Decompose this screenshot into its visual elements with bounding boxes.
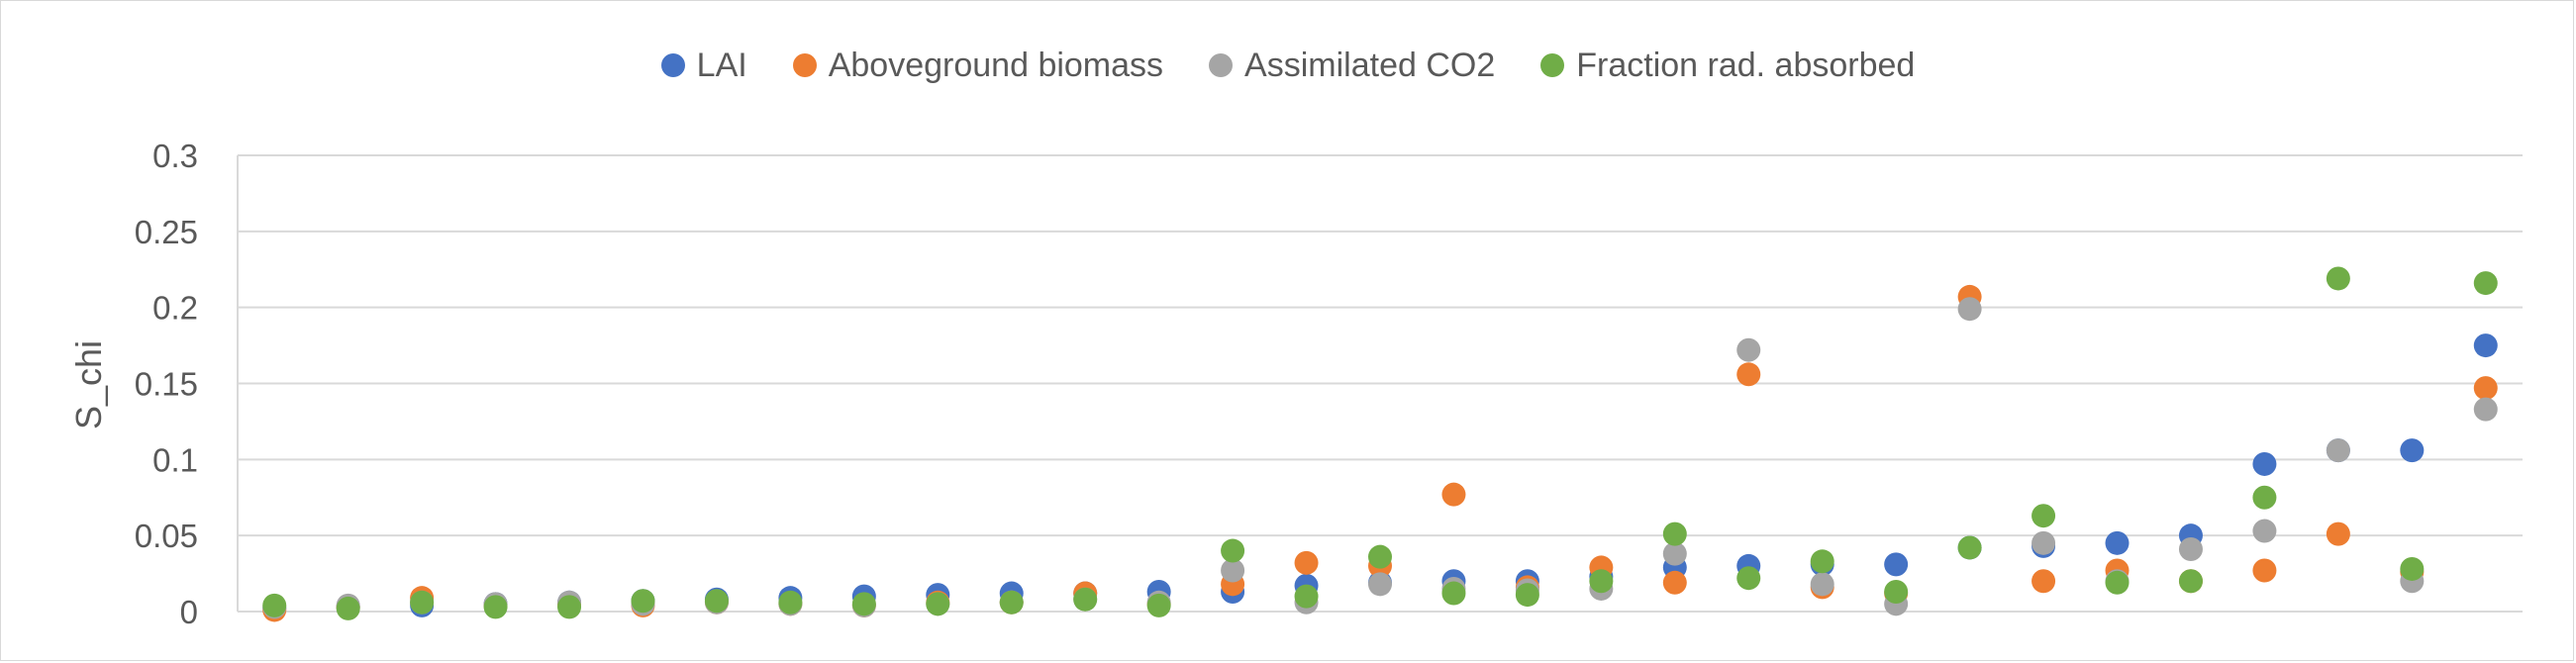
data-point (1441, 482, 1466, 507)
data-point (557, 595, 582, 619)
data-point (1515, 583, 1539, 608)
data-point (1810, 572, 1834, 597)
legend-label-lai: LAI (696, 46, 747, 84)
y-tick-label: 0.2 (152, 290, 198, 327)
data-point (2326, 266, 2350, 291)
data-point (2326, 521, 2350, 546)
y-axis-ticks: 0 0.05 0.1 0.15 0.2 0.25 0.3 (135, 138, 198, 630)
data-point (1662, 541, 1687, 566)
legend: LAI Aboveground biomass Assimilated CO2 … (0, 44, 2576, 87)
data-point (851, 592, 876, 616)
y-tick-label: 0.3 (152, 138, 198, 174)
data-point (1810, 549, 1834, 574)
legend-marker-fraction-rad-absorbed (1540, 53, 1565, 77)
data-point (2473, 397, 2498, 422)
data-point (1736, 337, 1761, 362)
data-point (1662, 521, 1687, 546)
data-point (704, 589, 729, 614)
y-tick-label: 0.15 (135, 366, 198, 403)
data-point (2105, 570, 2130, 595)
legend-marker-assimilated-co2 (1209, 53, 1234, 77)
data-point (2252, 451, 2277, 476)
legend-entry-assimilated-co2: Assimilated CO2 (1209, 47, 1495, 85)
data-point (2252, 519, 2277, 543)
data-point (1294, 550, 1319, 575)
data-point (2105, 530, 2130, 555)
data-point (1146, 593, 1171, 617)
data-point (410, 590, 435, 615)
data-point (631, 589, 655, 614)
data-point (1884, 552, 1909, 577)
data-point (2178, 569, 2203, 594)
data-point (1957, 535, 1982, 560)
legend-entry-lai: LAI (660, 46, 747, 85)
data-point (999, 590, 1024, 615)
data-point (2178, 536, 2203, 561)
data-point (2031, 569, 2056, 594)
data-point (2473, 333, 2498, 358)
data-point (1294, 584, 1319, 609)
gridlines (237, 154, 2523, 613)
data-point (1441, 581, 1466, 606)
data-point (336, 596, 360, 620)
data-point (1073, 587, 1098, 612)
data-point (2473, 271, 2498, 296)
data-points (262, 266, 2498, 622)
data-point (1957, 297, 1982, 322)
data-point (1221, 558, 1245, 583)
data-point (1221, 538, 1245, 563)
data-point (778, 590, 803, 615)
y-axis-title: S_chi (68, 340, 109, 429)
data-point (1368, 544, 1392, 569)
data-point (1736, 566, 1761, 591)
data-point (1884, 580, 1909, 605)
data-point (2400, 438, 2425, 463)
legend-label-fraction-rad-absorbed: Fraction rad. absorbed (1576, 46, 1916, 84)
data-point (2326, 438, 2350, 463)
data-point (2252, 558, 2277, 583)
data-point (2252, 485, 2277, 510)
data-point (262, 593, 287, 617)
data-point (2031, 504, 2056, 528)
y-tick-label: 0.1 (152, 441, 198, 478)
series-fraction-rad-absorbed (262, 266, 2498, 620)
data-point (2031, 530, 2056, 555)
data-point (2400, 556, 2425, 581)
y-tick-label: 0 (180, 594, 198, 630)
y-tick-label: 0.05 (135, 518, 198, 554)
y-tick-label: 0.25 (135, 214, 198, 250)
legend-marker-lai (660, 53, 685, 77)
data-point (926, 592, 950, 616)
data-point (1368, 572, 1392, 597)
legend-marker-aboveground-biomass (792, 53, 817, 77)
legend-label-aboveground-biomass: Aboveground biomass (828, 46, 1164, 84)
legend-entry-fraction-rad-absorbed: Fraction rad. absorbed (1540, 47, 1915, 85)
data-point (1662, 570, 1687, 595)
data-point (1736, 362, 1761, 387)
legend-label-assimilated-co2: Assimilated CO2 (1244, 46, 1496, 84)
series-aboveground-biomass (262, 284, 2498, 622)
legend-entry-aboveground-biomass: Aboveground biomass (792, 46, 1164, 85)
data-point (2473, 376, 2498, 401)
data-point (1589, 569, 1614, 594)
data-point (483, 595, 508, 619)
